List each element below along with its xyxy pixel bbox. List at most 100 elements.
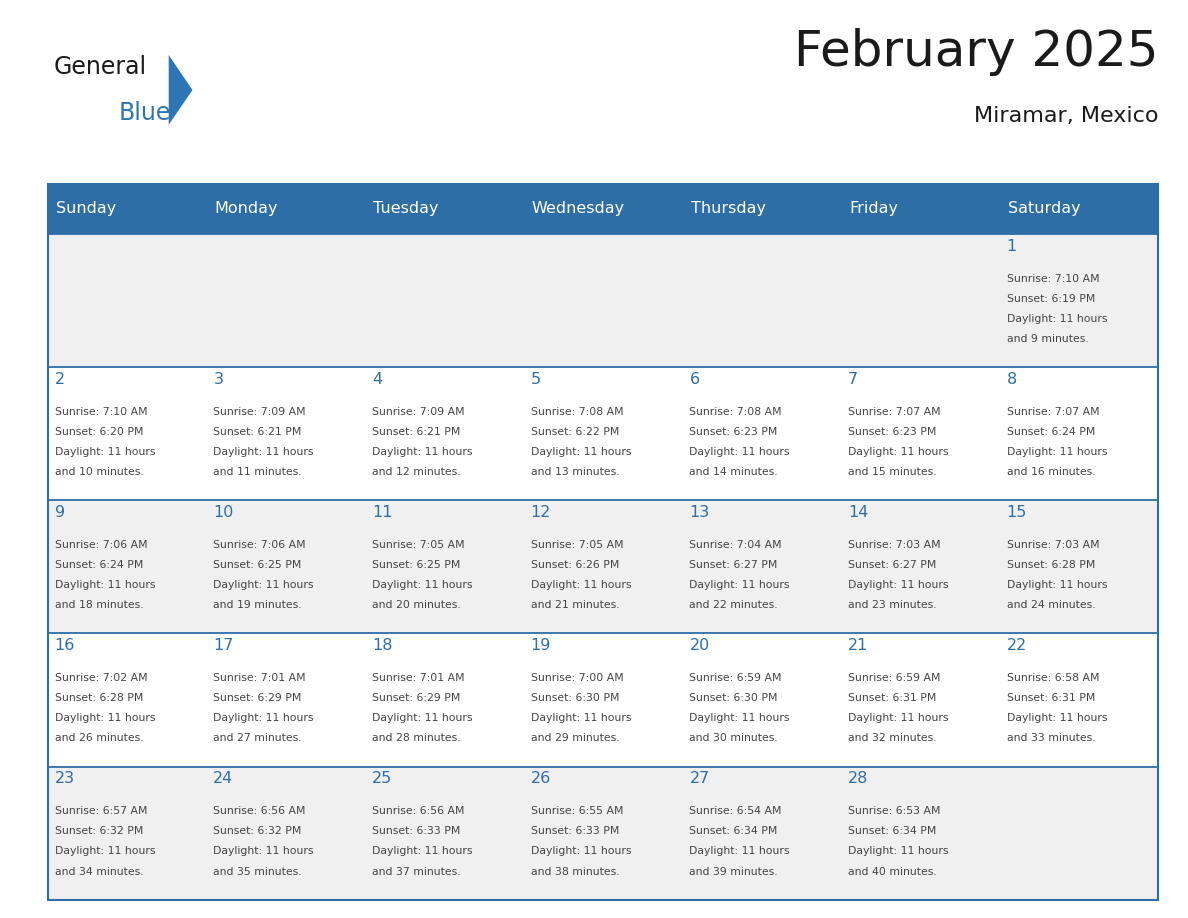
Bar	[207, 184, 365, 234]
Bar	[682, 184, 841, 234]
Text: Daylight: 11 hours: Daylight: 11 hours	[531, 713, 631, 723]
Text: 4: 4	[372, 372, 383, 386]
Text: Sunrise: 6:59 AM: Sunrise: 6:59 AM	[848, 673, 941, 683]
Text: Sunrise: 7:06 AM: Sunrise: 7:06 AM	[214, 540, 307, 550]
Bar	[841, 184, 999, 234]
Text: Sunrise: 7:05 AM: Sunrise: 7:05 AM	[531, 540, 624, 550]
Text: Miramar, Mexico: Miramar, Mexico	[974, 106, 1158, 126]
Text: Sunday: Sunday	[56, 201, 116, 217]
Text: Sunset: 6:29 PM: Sunset: 6:29 PM	[372, 693, 461, 703]
Text: Sunrise: 7:04 AM: Sunrise: 7:04 AM	[689, 540, 782, 550]
Text: Sunrise: 7:00 AM: Sunrise: 7:00 AM	[531, 673, 624, 683]
Text: Sunset: 6:31 PM: Sunset: 6:31 PM	[1006, 693, 1095, 703]
Text: Sunrise: 6:59 AM: Sunrise: 6:59 AM	[689, 673, 782, 683]
Text: Friday: Friday	[849, 201, 898, 217]
Text: and 19 minutes.: and 19 minutes.	[214, 600, 302, 610]
Text: Sunset: 6:33 PM: Sunset: 6:33 PM	[372, 826, 461, 836]
Text: and 14 minutes.: and 14 minutes.	[689, 467, 778, 477]
Text: and 27 minutes.: and 27 minutes.	[214, 733, 302, 744]
Text: Saturday: Saturday	[1007, 201, 1081, 217]
Text: and 26 minutes.: and 26 minutes.	[55, 733, 144, 744]
Text: and 28 minutes.: and 28 minutes.	[372, 733, 461, 744]
Text: 21: 21	[848, 638, 868, 653]
Text: Sunrise: 7:10 AM: Sunrise: 7:10 AM	[1006, 274, 1099, 284]
Text: Sunset: 6:24 PM: Sunset: 6:24 PM	[1006, 427, 1095, 437]
Bar	[365, 184, 524, 234]
Text: and 33 minutes.: and 33 minutes.	[1006, 733, 1095, 744]
Text: Daylight: 11 hours: Daylight: 11 hours	[372, 713, 473, 723]
Text: and 10 minutes.: and 10 minutes.	[55, 467, 144, 477]
Text: February 2025: February 2025	[794, 28, 1158, 75]
Text: Sunrise: 7:03 AM: Sunrise: 7:03 AM	[848, 540, 941, 550]
Bar	[48, 767, 1158, 900]
Text: and 12 minutes.: and 12 minutes.	[372, 467, 461, 477]
Text: Daylight: 11 hours: Daylight: 11 hours	[1006, 314, 1107, 324]
Text: Sunset: 6:33 PM: Sunset: 6:33 PM	[531, 826, 619, 836]
Text: Daylight: 11 hours: Daylight: 11 hours	[372, 580, 473, 590]
Text: Daylight: 11 hours: Daylight: 11 hours	[1006, 713, 1107, 723]
Text: Daylight: 11 hours: Daylight: 11 hours	[689, 713, 790, 723]
Text: 7: 7	[848, 372, 858, 386]
Text: Sunset: 6:23 PM: Sunset: 6:23 PM	[689, 427, 778, 437]
Text: Daylight: 11 hours: Daylight: 11 hours	[689, 580, 790, 590]
Text: Sunset: 6:30 PM: Sunset: 6:30 PM	[689, 693, 778, 703]
Text: and 16 minutes.: and 16 minutes.	[1006, 467, 1095, 477]
Text: Sunset: 6:30 PM: Sunset: 6:30 PM	[531, 693, 619, 703]
Text: Sunset: 6:32 PM: Sunset: 6:32 PM	[214, 826, 302, 836]
Text: 11: 11	[372, 505, 392, 520]
Text: Sunset: 6:28 PM: Sunset: 6:28 PM	[55, 693, 143, 703]
Text: Sunrise: 6:54 AM: Sunrise: 6:54 AM	[689, 806, 782, 816]
Text: Daylight: 11 hours: Daylight: 11 hours	[1006, 580, 1107, 590]
Text: 5: 5	[531, 372, 541, 386]
Bar	[999, 184, 1158, 234]
Text: Tuesday: Tuesday	[373, 201, 438, 217]
Text: and 24 minutes.: and 24 minutes.	[1006, 600, 1095, 610]
Text: Sunrise: 6:58 AM: Sunrise: 6:58 AM	[1006, 673, 1099, 683]
Text: and 22 minutes.: and 22 minutes.	[689, 600, 778, 610]
Text: Sunset: 6:24 PM: Sunset: 6:24 PM	[55, 560, 143, 570]
Text: Daylight: 11 hours: Daylight: 11 hours	[372, 447, 473, 457]
Text: Sunset: 6:25 PM: Sunset: 6:25 PM	[372, 560, 461, 570]
Text: Sunrise: 7:01 AM: Sunrise: 7:01 AM	[214, 673, 307, 683]
Text: Daylight: 11 hours: Daylight: 11 hours	[531, 846, 631, 856]
Text: and 32 minutes.: and 32 minutes.	[848, 733, 936, 744]
Text: 22: 22	[1006, 638, 1026, 653]
Text: Daylight: 11 hours: Daylight: 11 hours	[689, 447, 790, 457]
Text: Sunrise: 7:03 AM: Sunrise: 7:03 AM	[1006, 540, 1099, 550]
Text: 9: 9	[55, 505, 65, 520]
Text: 13: 13	[689, 505, 709, 520]
Text: Sunset: 6:21 PM: Sunset: 6:21 PM	[372, 427, 461, 437]
Text: 20: 20	[689, 638, 709, 653]
Text: Wednesday: Wednesday	[532, 201, 625, 217]
Text: 3: 3	[214, 372, 223, 386]
Text: Daylight: 11 hours: Daylight: 11 hours	[848, 447, 948, 457]
Text: and 18 minutes.: and 18 minutes.	[55, 600, 144, 610]
Text: Sunrise: 7:07 AM: Sunrise: 7:07 AM	[1006, 407, 1099, 417]
Text: Sunrise: 7:08 AM: Sunrise: 7:08 AM	[689, 407, 782, 417]
Text: Sunrise: 6:57 AM: Sunrise: 6:57 AM	[55, 806, 147, 816]
Bar	[48, 184, 207, 234]
Text: Daylight: 11 hours: Daylight: 11 hours	[214, 447, 314, 457]
Text: 15: 15	[1006, 505, 1028, 520]
Text: Sunrise: 7:09 AM: Sunrise: 7:09 AM	[214, 407, 307, 417]
Text: Sunset: 6:27 PM: Sunset: 6:27 PM	[848, 560, 936, 570]
Text: Sunrise: 7:06 AM: Sunrise: 7:06 AM	[55, 540, 147, 550]
Bar	[48, 184, 1158, 900]
Text: 23: 23	[55, 771, 75, 786]
Text: and 35 minutes.: and 35 minutes.	[214, 867, 302, 877]
Text: 24: 24	[214, 771, 234, 786]
Text: Sunrise: 7:07 AM: Sunrise: 7:07 AM	[848, 407, 941, 417]
Bar	[48, 633, 1158, 767]
Text: 14: 14	[848, 505, 868, 520]
Text: and 29 minutes.: and 29 minutes.	[531, 733, 619, 744]
Text: 25: 25	[372, 771, 392, 786]
Polygon shape	[169, 55, 192, 125]
Text: and 20 minutes.: and 20 minutes.	[372, 600, 461, 610]
Text: Sunrise: 6:55 AM: Sunrise: 6:55 AM	[531, 806, 624, 816]
Text: Sunset: 6:31 PM: Sunset: 6:31 PM	[848, 693, 936, 703]
Text: 12: 12	[531, 505, 551, 520]
Text: Daylight: 11 hours: Daylight: 11 hours	[848, 846, 948, 856]
Bar	[48, 234, 1158, 367]
Text: Monday: Monday	[215, 201, 278, 217]
Text: Daylight: 11 hours: Daylight: 11 hours	[689, 846, 790, 856]
